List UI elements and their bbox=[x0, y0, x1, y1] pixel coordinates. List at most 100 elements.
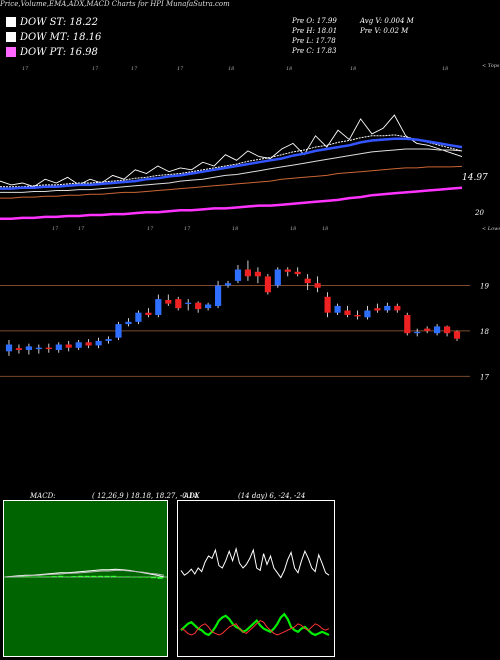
legend-dow-pt: DOW PT: 16.98 bbox=[6, 45, 98, 59]
macd-background bbox=[3, 500, 168, 657]
adx-label: ADX bbox=[184, 492, 200, 500]
ema-series-2 bbox=[0, 137, 463, 190]
legend-dow-st: DOW ST: 18.22 bbox=[6, 15, 98, 29]
candle-body-37 bbox=[374, 308, 381, 311]
candle-body-14 bbox=[145, 312, 152, 315]
candle-body-8 bbox=[85, 342, 92, 346]
candle-body-4 bbox=[45, 347, 52, 350]
macd-line-1 bbox=[4, 569, 165, 578]
macd-histogram-bar-22 bbox=[150, 577, 157, 579]
bottom-month-label-4: 18 bbox=[232, 226, 238, 232]
candle-body-15 bbox=[155, 299, 162, 315]
macd-histogram-bar-7 bbox=[51, 576, 57, 577]
candle-body-41 bbox=[414, 331, 421, 334]
stat-low: Pre L: 17.78 bbox=[292, 37, 336, 45]
candle-body-39 bbox=[394, 305, 401, 311]
candle-body-29 bbox=[294, 271, 301, 275]
legend-swatch-st bbox=[6, 17, 16, 27]
bottom-month-label-2: 17 bbox=[147, 226, 154, 232]
candle-body-2 bbox=[25, 346, 32, 350]
candle-body-42 bbox=[424, 328, 431, 331]
macd-histogram-bar-6 bbox=[44, 576, 51, 577]
ema-level-label: 20 bbox=[474, 209, 484, 217]
macd-histogram-bar-4 bbox=[31, 576, 37, 578]
top-month-label-4: 18 bbox=[228, 66, 234, 72]
candle-body-26 bbox=[264, 276, 271, 293]
candle-body-33 bbox=[334, 305, 341, 313]
macd-label: MACD: bbox=[30, 492, 56, 500]
candle-body-1 bbox=[15, 348, 22, 350]
candle-body-31 bbox=[314, 283, 321, 288]
macd-histogram-bar-13 bbox=[91, 575, 97, 577]
bottom-month-label-0: 17 bbox=[52, 226, 59, 232]
macd-histogram-bar-17 bbox=[117, 576, 123, 577]
adx-line-0 bbox=[180, 546, 330, 579]
top-month-label-2: 17 bbox=[131, 66, 138, 72]
ema-tops-label: < Tops bbox=[482, 63, 500, 69]
top-month-label-3: 17 bbox=[177, 66, 184, 72]
macd-histogram-bar-16 bbox=[111, 575, 117, 577]
legend-swatch-pt bbox=[6, 47, 16, 57]
macd-histogram-bar-9 bbox=[64, 576, 70, 577]
legend-dow-mt: DOW MT: 18.16 bbox=[6, 30, 101, 44]
candle-body-28 bbox=[284, 269, 291, 272]
macd-histogram-bar-21 bbox=[144, 577, 150, 578]
candle-body-10 bbox=[105, 339, 112, 341]
stat-avg-volume: Avg V: 0.004 M bbox=[360, 17, 414, 25]
level-label-0: 19 bbox=[480, 282, 489, 290]
bottom-month-label-5: 18 bbox=[290, 226, 296, 232]
ema-series-3 bbox=[0, 148, 463, 193]
candle-lows-label: < Lows bbox=[482, 226, 500, 232]
legend-label-st: DOW ST: 18.22 bbox=[20, 16, 99, 28]
adx-panel bbox=[177, 500, 335, 657]
candle-body-12 bbox=[125, 321, 132, 325]
adx-params: (14 day) 6, -24, -24 bbox=[238, 492, 306, 500]
ema-series-1 bbox=[0, 134, 463, 188]
legend-label-pt: DOW PT: 16.98 bbox=[20, 46, 98, 58]
legend-swatch-mt bbox=[6, 32, 16, 42]
candle-body-32 bbox=[324, 296, 331, 313]
chart-title: Price,Volume,EMA,ADX,MACD Charts for HPI… bbox=[0, 0, 230, 8]
candle-body-17 bbox=[175, 299, 182, 309]
macd-histogram-bar-14 bbox=[97, 575, 104, 577]
candle-body-44 bbox=[444, 326, 451, 334]
adx-line-1 bbox=[180, 612, 330, 637]
bottom-month-label-6: 18 bbox=[322, 226, 328, 232]
ema-panel: 14.97 20 < Tops 17 17 17 17 18 18 18 18 17 17 17 17 18 1… bbox=[0, 63, 500, 232]
candle-body-24 bbox=[244, 269, 251, 277]
candle-body-6 bbox=[65, 344, 72, 348]
macd-panel bbox=[3, 500, 168, 657]
macd-histogram-bar-10 bbox=[71, 576, 77, 577]
level-label-2: 17 bbox=[480, 373, 489, 381]
ema-price-label: 14.97 bbox=[462, 173, 488, 183]
candle-body-7 bbox=[75, 342, 82, 348]
bottom-month-label-1: 17 bbox=[78, 226, 85, 232]
adx-line-2 bbox=[180, 620, 330, 636]
macd-histogram-bar-20 bbox=[137, 577, 143, 578]
ema-series-0 bbox=[0, 114, 463, 188]
candle-body-16 bbox=[165, 300, 172, 304]
stat-open: Pre O: 17.99 bbox=[292, 17, 337, 25]
macd-histogram-bar-19 bbox=[130, 577, 137, 578]
candle-body-20 bbox=[205, 304, 212, 309]
candle-body-25 bbox=[254, 271, 261, 277]
candle-body-30 bbox=[304, 278, 311, 284]
candle-body-45 bbox=[453, 331, 461, 339]
ema-series-5 bbox=[0, 186, 463, 221]
candle-body-21 bbox=[215, 285, 222, 306]
candle-panel: 19 18 17 < Lows bbox=[0, 226, 500, 381]
top-month-label-7: 18 bbox=[442, 66, 448, 72]
macd-histogram-bar-23 bbox=[157, 577, 163, 579]
candle-body-5 bbox=[55, 344, 62, 350]
candle-body-9 bbox=[95, 340, 102, 346]
candle-body-23 bbox=[234, 269, 242, 281]
level-label-1: 18 bbox=[480, 328, 489, 336]
stat-prev-volume: Pre V: 0.02 M bbox=[360, 27, 409, 35]
candle-body-36 bbox=[364, 310, 371, 318]
macd-histogram-bar-12 bbox=[84, 575, 90, 577]
macd-histogram-bar-8 bbox=[58, 575, 64, 577]
macd-histogram-bar-18 bbox=[124, 576, 130, 577]
candle-body-18 bbox=[185, 302, 192, 304]
candle-body-38 bbox=[384, 305, 391, 311]
